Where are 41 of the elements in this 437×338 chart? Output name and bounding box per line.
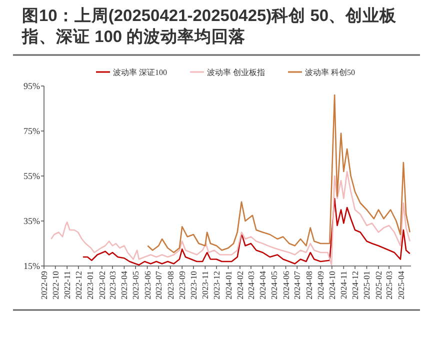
y-tick-label: 55% <box>24 171 40 181</box>
x-tick-label: 2024-02 <box>234 271 245 300</box>
y-tick-label: 75% <box>24 126 40 136</box>
x-tick-label: 2023-10 <box>188 271 198 300</box>
x-tick-label: 2023-07 <box>154 271 164 300</box>
x-tick-label: 2024-03 <box>246 271 256 300</box>
x-tick-label: 2022-12 <box>73 271 84 300</box>
legend-label: 波动率 创业板指 <box>207 68 265 77</box>
chart-title: 图10：上周(20250421-20250425)科创 50、创业板指、深证 100 的波动率均回落 <box>22 6 398 48</box>
x-tick-label: 2024-01 <box>223 271 234 300</box>
legend-label: 波动率 深证100 <box>113 68 167 77</box>
x-tick-label: 2022-09 <box>39 271 49 300</box>
x-tick-label: 2024-12 <box>350 271 360 300</box>
x-tick-label: 2024-11 <box>338 271 349 300</box>
x-tick-label: 2023-11 <box>200 271 210 300</box>
x-tick-label: 2023-02 <box>96 271 107 300</box>
x-tick-label: 2023-12 <box>212 271 222 300</box>
x-tick-label: 2025-01 <box>362 271 372 300</box>
legend-label: 波动率 科创50 <box>305 68 355 77</box>
x-tick-label: 2024-09 <box>316 271 326 300</box>
x-tick-label: 2023-05 <box>130 271 141 300</box>
x-tick-label: 2025-02 <box>373 271 384 300</box>
x-tick-label: 2024-06 <box>280 271 291 300</box>
x-tick-label: 2023-08 <box>165 271 176 300</box>
x-tick-label: 2023-01 <box>85 271 96 300</box>
x-tick-label: 2022-10 <box>50 271 60 300</box>
x-tick-label: 2024-05 <box>269 271 280 300</box>
x-tick-label: 2022-11 <box>62 271 72 300</box>
x-tick-label: 2024-08 <box>304 271 314 300</box>
x-tick-label: 2024-04 <box>258 270 268 300</box>
y-tick-label: 15% <box>24 261 40 271</box>
x-tick-label: 2023-09 <box>177 271 188 300</box>
x-tick-label: 2025-03 <box>384 271 394 300</box>
x-tick-label: 2025-04 <box>396 270 406 300</box>
y-tick-label: 95% <box>24 81 40 91</box>
x-tick-label: 2023-03 <box>107 271 118 300</box>
x-tick-label: 2024-07 <box>292 271 302 300</box>
x-tick-label: 2023-04 <box>119 270 130 300</box>
x-tick-label: 2024-10 <box>326 271 337 300</box>
x-tick-label: 2023-06 <box>142 271 152 300</box>
y-tick-label: 35% <box>24 216 40 226</box>
